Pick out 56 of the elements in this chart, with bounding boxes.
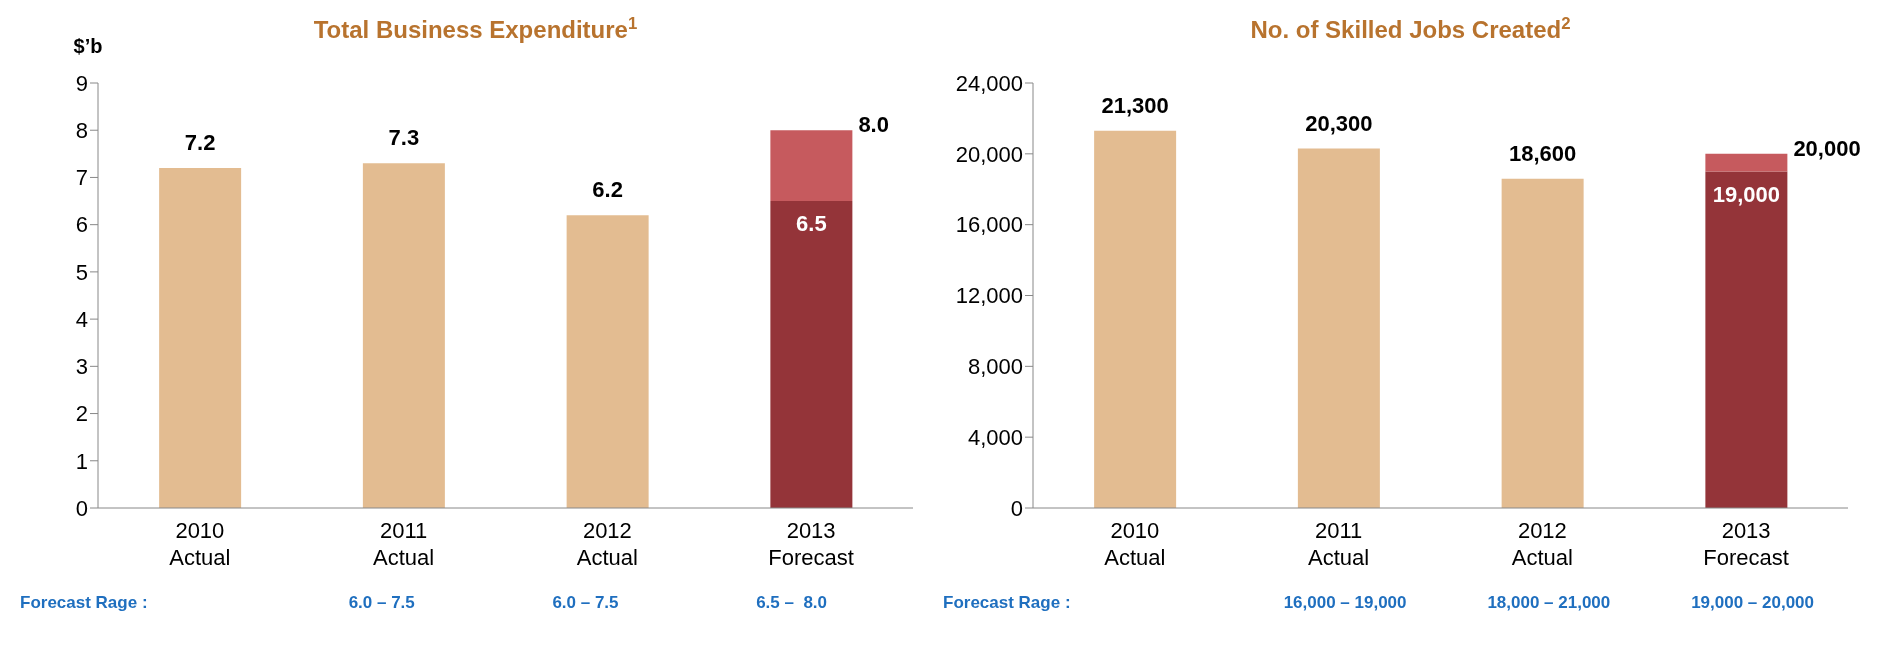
text: Forecast Rage :: [943, 592, 1071, 614]
data-label: 6.5: [796, 211, 827, 237]
x-tick-label: 2010 Actual: [169, 518, 231, 570]
chart-title: Total Business Expenditure$^{1}$: [313, 13, 638, 43]
bar: [159, 168, 242, 508]
text: 19,000 – 20,000: [1691, 592, 1815, 614]
x-tick-label: 2013 Forecast: [1703, 518, 1789, 570]
text: Forecast Rage :: [20, 592, 148, 614]
y-tick-label: 5: [75, 259, 88, 285]
y-tick-label: 4,000: [967, 424, 1023, 450]
text: 6.0 – 7.5: [552, 592, 619, 614]
x-tick-label: 2011 Actual: [1308, 518, 1370, 570]
data-label: 18,600: [1508, 140, 1577, 166]
y-tick-label: 8: [75, 118, 88, 144]
y-tick-label: 6: [75, 212, 88, 238]
y-tick-label: 12,000: [955, 283, 1023, 309]
chart-title: No. of Skilled Jobs Created$^{2}$: [1250, 13, 1571, 43]
text: 16,000 – 19,000: [1283, 592, 1407, 614]
y-tick-label: 20,000: [955, 141, 1023, 167]
bar: [1094, 130, 1177, 508]
y-tick-label: 7: [75, 165, 88, 191]
total-label: 20,000: [1793, 135, 1861, 161]
total-label: 8.0: [858, 112, 889, 138]
data-label: 6.2: [592, 177, 623, 203]
y-tick-label: 8,000: [967, 354, 1023, 380]
data-label: 19,000: [1712, 181, 1781, 207]
bar: [362, 163, 445, 508]
text: 6.0 – 7.5: [348, 592, 415, 614]
y-tick-label: 1: [75, 448, 88, 474]
bar: [1501, 178, 1584, 508]
y-tick-label: 0: [1010, 495, 1023, 521]
bar: [1705, 153, 1788, 172]
y-tick-label: 4: [75, 306, 88, 332]
bar: [1297, 148, 1380, 508]
x-tick-label: 2010 Actual: [1104, 518, 1166, 570]
bar: [566, 215, 649, 508]
data-label: 21,300: [1101, 92, 1169, 118]
y-tick-label: 2: [75, 401, 88, 427]
bar: [1705, 171, 1788, 508]
y-tick-label: 9: [75, 70, 88, 96]
x-tick-label: 2012 Actual: [1511, 518, 1573, 570]
x-tick-label: 2012 Actual: [576, 518, 638, 570]
y-tick-label: 24,000: [955, 70, 1023, 96]
x-tick-label: 2011 Actual: [373, 518, 435, 570]
y-tick-label: 0: [75, 495, 88, 521]
y-axis-title: $’b: [73, 35, 103, 57]
y-tick-label: 3: [75, 354, 88, 380]
data-label: 7.3: [388, 125, 420, 151]
data-label: 20,300: [1305, 110, 1373, 136]
bar: [770, 130, 853, 202]
text: 6.5 – 8.0: [756, 592, 828, 614]
data-label: 7.2: [184, 130, 216, 155]
x-tick-label: 2013 Forecast: [768, 518, 854, 570]
y-tick-label: 16,000: [955, 212, 1023, 238]
text: 18,000 – 21,000: [1487, 592, 1611, 614]
bar: [770, 201, 853, 508]
